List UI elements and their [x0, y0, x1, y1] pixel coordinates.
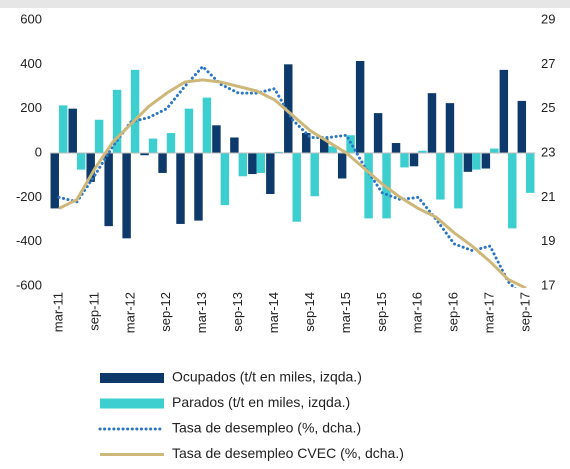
bar — [148, 138, 158, 153]
bar — [248, 153, 257, 175]
y2-tick-label: 25 — [541, 100, 555, 115]
bar — [58, 105, 68, 153]
lines-group — [57, 64, 527, 288]
y-tick-label: -400 — [16, 233, 42, 248]
bar — [140, 153, 149, 156]
bar — [274, 151, 283, 153]
y2-tick-label: 17 — [541, 277, 555, 292]
bar — [176, 153, 185, 224]
legend-label: Tasa de desempleo CVEC (%, dcha.) — [172, 445, 404, 461]
bar — [517, 100, 527, 153]
x-tick-label: sep-15 — [374, 292, 389, 332]
bar — [499, 69, 509, 153]
bar — [481, 153, 491, 169]
y-tick-label: -200 — [16, 189, 42, 204]
bar — [427, 93, 437, 153]
bar — [194, 153, 203, 221]
bar — [104, 153, 113, 227]
x-tick-label: mar-15 — [338, 292, 353, 333]
bar — [319, 138, 329, 153]
bar — [220, 153, 230, 206]
bar — [454, 153, 463, 209]
bar — [302, 133, 311, 153]
bar — [391, 143, 401, 153]
bar — [50, 153, 59, 209]
x-tick-label: sep-14 — [302, 292, 317, 332]
bar — [130, 69, 140, 153]
bar — [328, 146, 337, 153]
legend-label: Parados (t/t en miles, izqda.) — [172, 394, 350, 410]
bar — [76, 153, 86, 170]
bar — [346, 135, 355, 153]
bar — [68, 108, 77, 153]
bar — [86, 153, 95, 182]
bar — [158, 153, 167, 173]
bar — [238, 153, 248, 177]
x-tick-label: sep-16 — [446, 292, 461, 332]
x-tick-label: mar-12 — [122, 292, 137, 333]
bar — [418, 150, 427, 153]
x-tick-label: mar-11 — [50, 292, 65, 332]
bar — [355, 61, 365, 154]
line-series — [57, 64, 517, 288]
bar — [230, 137, 239, 153]
x-tick-label: mar-16 — [410, 292, 425, 333]
bar — [400, 153, 409, 168]
bar — [409, 153, 419, 167]
legend-swatch — [100, 398, 164, 409]
x-tick-label: mar-13 — [194, 292, 209, 333]
y2-tick-label: 21 — [541, 189, 555, 204]
x-tick-label: sep-11 — [86, 292, 101, 331]
bar — [337, 153, 347, 179]
top-band — [0, 0, 570, 8]
y2-tick-label: 23 — [541, 144, 555, 159]
bar — [526, 153, 535, 193]
bar — [490, 148, 499, 153]
bar — [472, 153, 481, 170]
bar — [463, 153, 473, 172]
x-tick-label: sep-13 — [230, 292, 245, 332]
bar — [292, 153, 301, 222]
y2-tick-label: 19 — [541, 233, 555, 248]
x-tick-label: sep-17 — [517, 292, 532, 332]
bar — [212, 125, 221, 153]
legend-swatch — [100, 373, 164, 383]
legend-label: Tasa de desempleo (%, dcha.) — [172, 420, 361, 436]
bar — [256, 153, 266, 173]
bar — [310, 153, 319, 197]
y2-tick-label: 29 — [541, 11, 555, 26]
y-tick-label: -600 — [16, 277, 42, 292]
bar — [122, 153, 131, 239]
line-series — [58, 78, 527, 288]
bar — [508, 153, 517, 229]
bar — [184, 108, 194, 153]
y-tick-label: 600 — [20, 11, 42, 26]
y-tick-label: 400 — [20, 56, 42, 71]
bar — [202, 97, 212, 153]
bar — [166, 133, 176, 153]
bar — [284, 64, 293, 153]
y2-tick-label: 27 — [541, 56, 555, 71]
bar — [112, 89, 122, 153]
bar — [266, 153, 275, 195]
bar — [373, 113, 383, 153]
bar — [364, 153, 373, 219]
bar — [445, 103, 455, 153]
x-tick-label: sep-12 — [158, 292, 173, 332]
y-tick-label: 200 — [20, 100, 42, 115]
x-tick-label: mar-14 — [266, 292, 281, 333]
bar — [94, 119, 104, 153]
legend-label: Ocupados (t/t en miles, izqda.) — [172, 369, 362, 385]
bar — [436, 153, 445, 200]
y-tick-label: 0 — [35, 144, 42, 159]
x-tick-label: mar-17 — [482, 292, 497, 333]
